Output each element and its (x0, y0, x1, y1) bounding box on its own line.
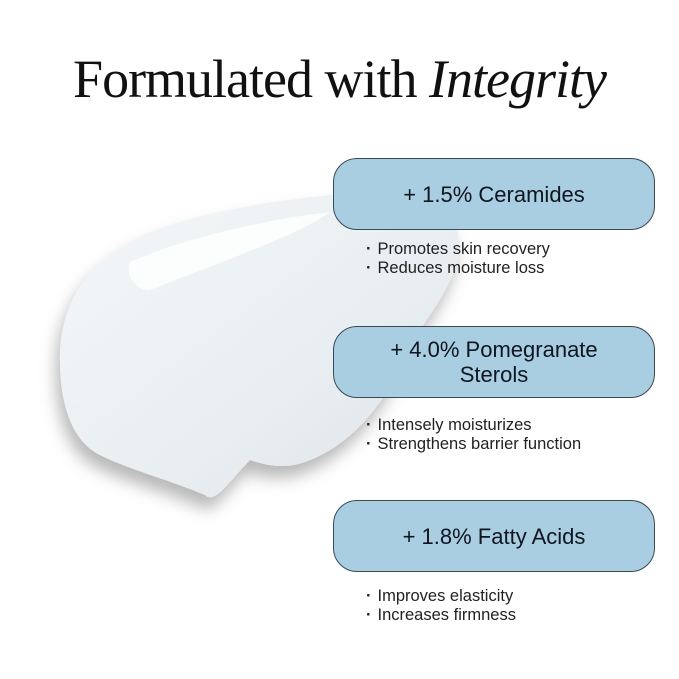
ingredient-label: + 1.5% Ceramides (403, 181, 585, 207)
benefit-item: Intensely moisturizes (366, 416, 581, 435)
benefit-list-fatty-acids: Improves elasticity Increases firmness (366, 587, 516, 625)
ingredient-label: + 4.0% Pomegranate Sterols (390, 337, 598, 387)
headline: Formulated with Integrity (0, 48, 679, 110)
benefit-list-pomegranate-sterols: Intensely moisturizes Strengthens barrie… (366, 416, 582, 454)
ingredient-pill-pomegranate-sterols: + 4.0% Pomegranate Sterols (333, 326, 655, 398)
headline-text: Formulated with (73, 49, 429, 109)
ingredient-pill-ceramides: + 1.5% Ceramides (333, 158, 655, 230)
benefit-item: Promotes skin recovery (366, 240, 550, 259)
benefit-item: Strengthens barrier function (366, 435, 582, 454)
benefit-item: Increases firmness (366, 606, 516, 625)
headline-emphasis: Integrity (429, 49, 607, 109)
ingredient-pill-fatty-acids: + 1.8% Fatty Acids (333, 500, 655, 572)
benefit-item: Improves elasticity (366, 587, 516, 606)
ingredient-label: + 1.8% Fatty Acids (402, 523, 586, 549)
benefit-list-ceramides: Promotes skin recovery Reduces moisture … (366, 240, 550, 278)
benefit-item: Reduces moisture loss (366, 259, 550, 278)
